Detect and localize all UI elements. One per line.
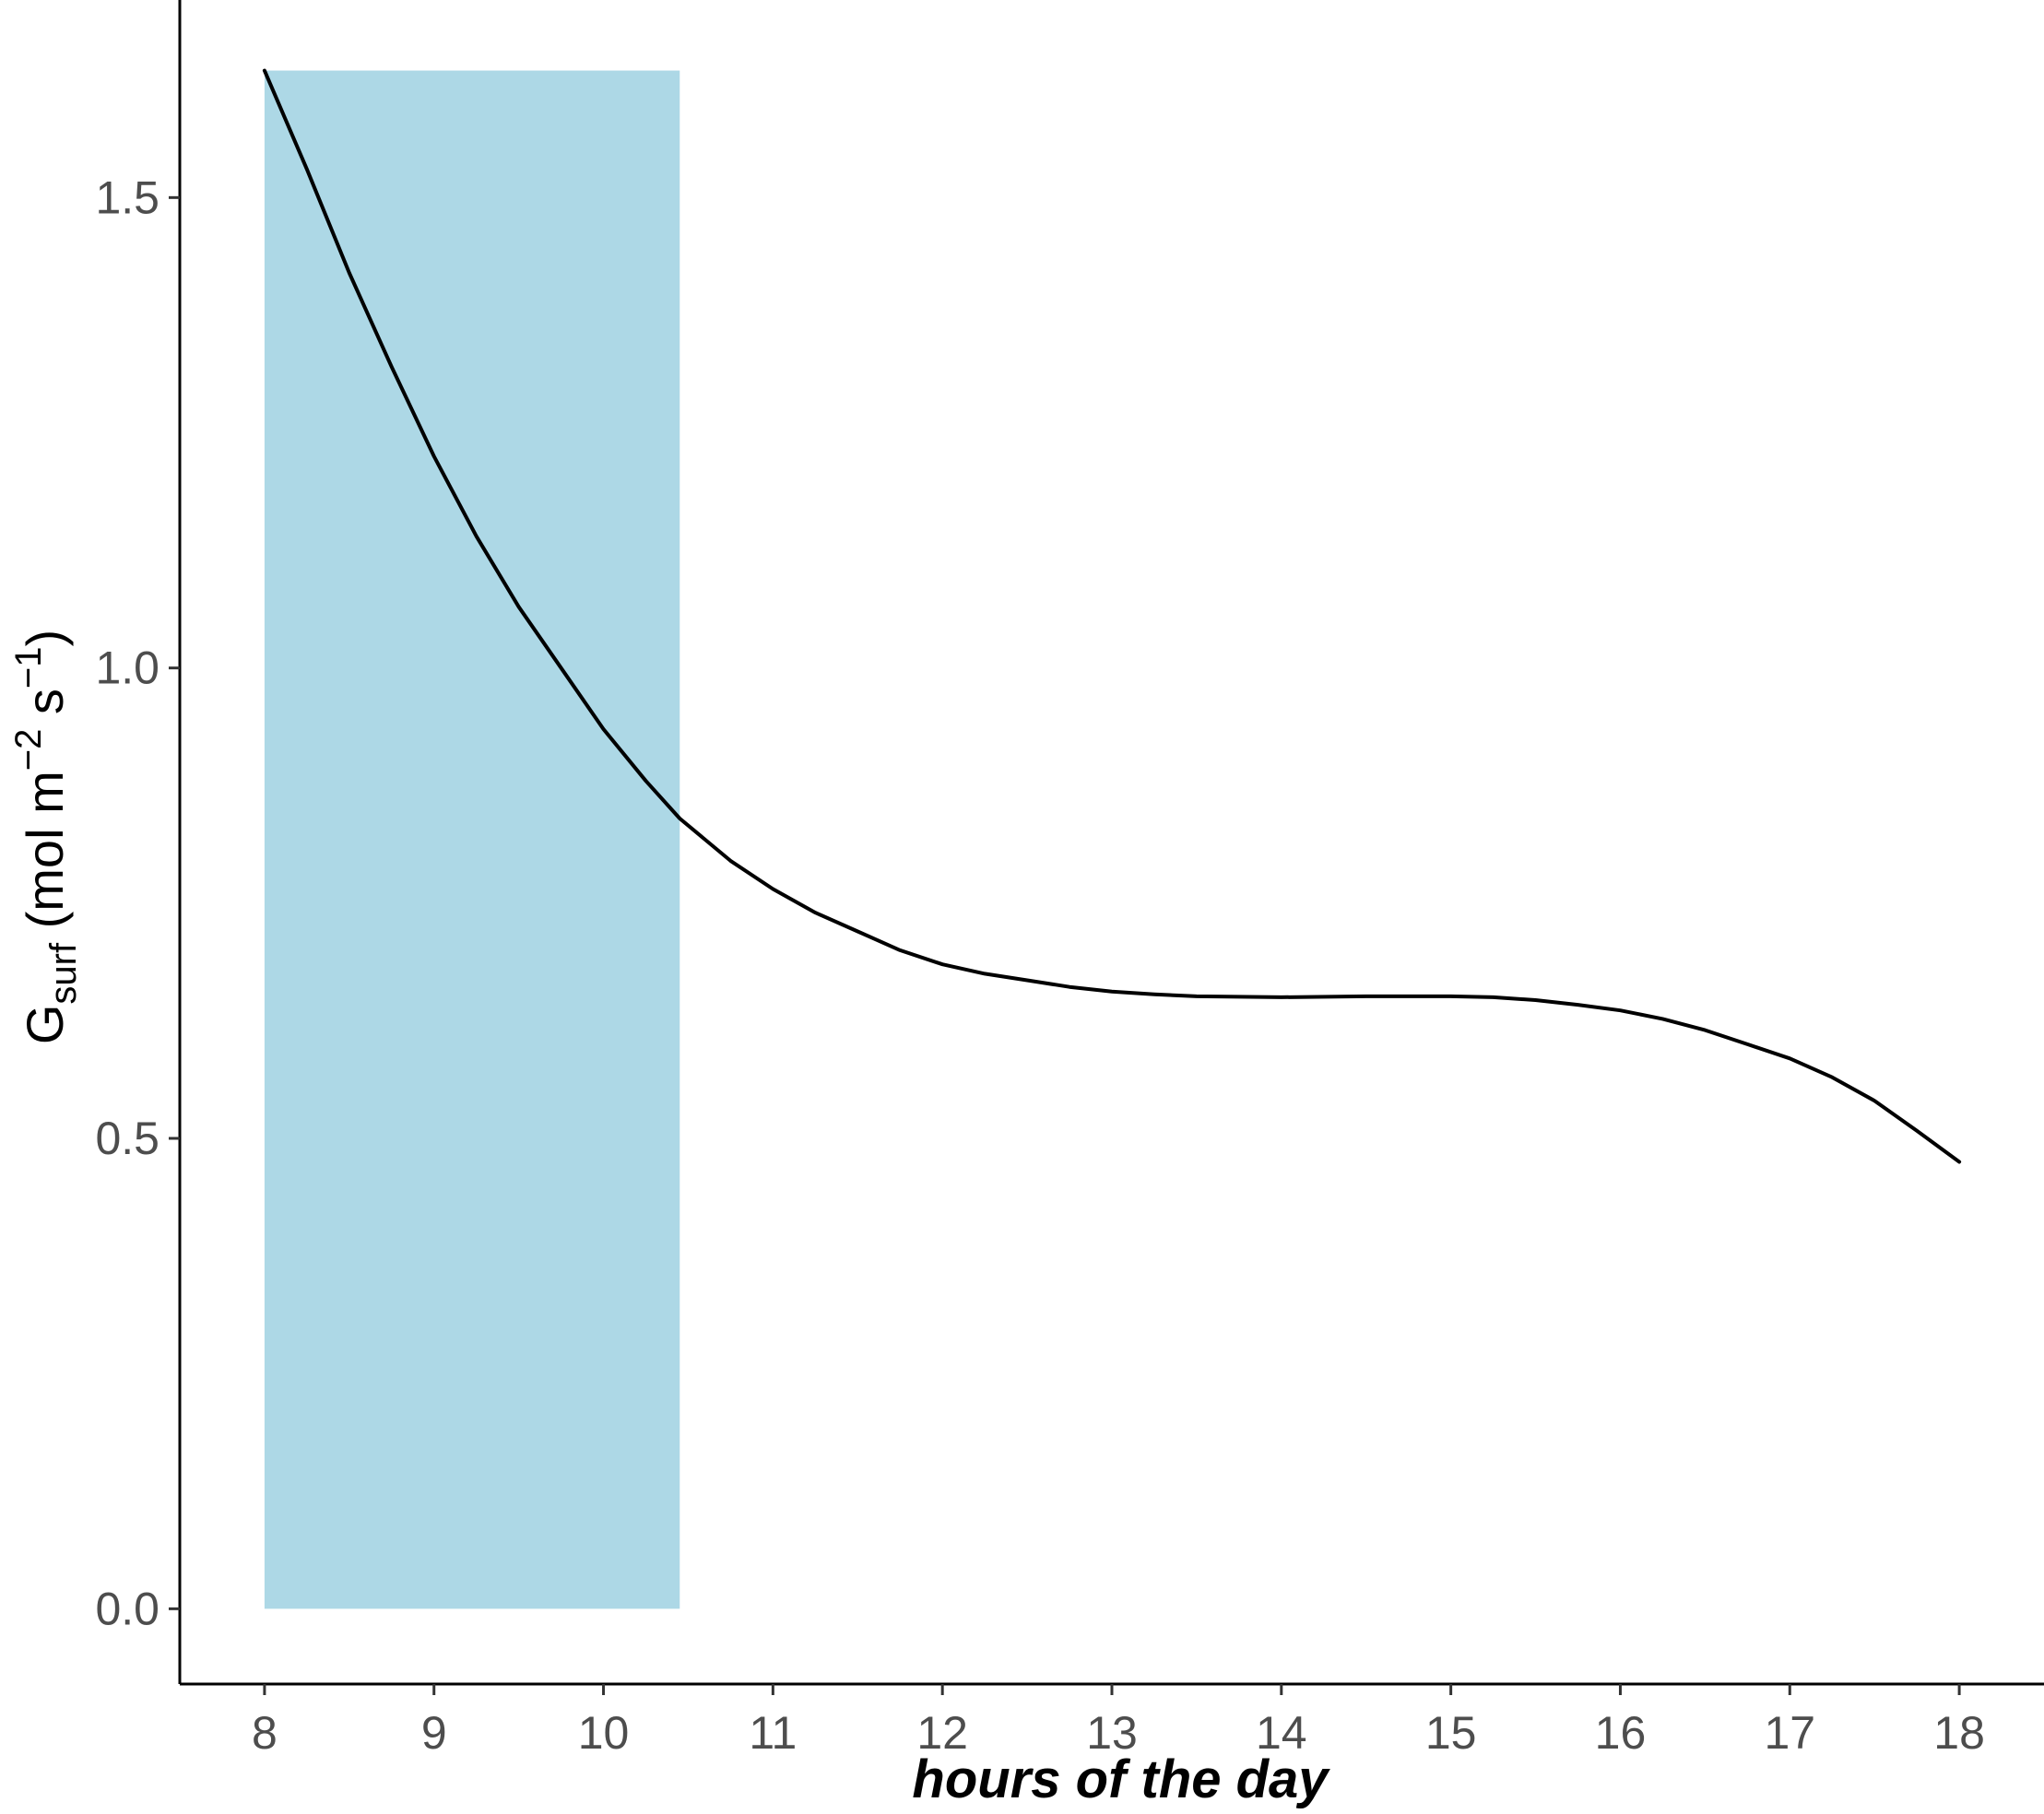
x-tick-label: 18	[1933, 1707, 1985, 1759]
y-tick-label: 1.5	[95, 171, 160, 223]
y-axis-title: Gsurf (mol m−2 s−1)	[8, 630, 84, 1044]
y-axis-title-unit-close: )	[16, 630, 74, 647]
series-line	[262, 68, 1962, 1164]
x-axis-ticks: 8 9 10 11 12 13 14 15 16 17 18	[252, 1684, 1985, 1759]
x-tick-label: 16	[1595, 1707, 1647, 1759]
x-tick-label: 13	[1086, 1707, 1138, 1759]
x-tick-label: 15	[1425, 1707, 1477, 1759]
plot-area	[262, 68, 1962, 1609]
y-axis-title-exponent-2: −1	[8, 646, 49, 689]
x-tick-label: 14	[1256, 1707, 1307, 1759]
x-tick-label: 11	[749, 1707, 797, 1759]
y-axis-ticks: 0.0 0.5 1.0 1.5	[95, 171, 180, 1634]
x-tick-label: 10	[578, 1707, 630, 1759]
x-tick-label: 9	[421, 1707, 447, 1759]
y-axis-title-symbol: G	[16, 1005, 74, 1045]
y-axis-title-subscript: surf	[43, 942, 84, 1005]
y-tick-label: 0.5	[95, 1113, 160, 1164]
x-axis-title: hours of the day	[912, 1749, 1330, 1809]
y-axis-title-unit-mid: s	[16, 689, 74, 729]
shaded-region	[264, 70, 680, 1609]
y-axis-title-unit-open: (mol m	[16, 771, 74, 943]
y-tick-label: 0.0	[95, 1583, 160, 1634]
y-tick-label: 1.0	[95, 642, 160, 694]
y-axis-title-exponent-1: −2	[8, 729, 49, 772]
x-tick-label: 12	[916, 1707, 968, 1759]
x-tick-label: 8	[252, 1707, 278, 1759]
x-tick-label: 17	[1764, 1707, 1815, 1759]
